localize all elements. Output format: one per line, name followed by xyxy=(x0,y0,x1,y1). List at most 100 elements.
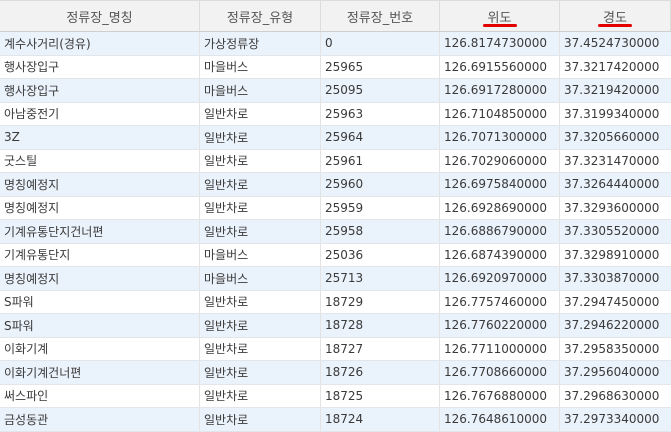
cell-stop-name: 이화기계건너편 xyxy=(0,361,200,384)
cell-latitude: 126.6917280000 xyxy=(440,79,560,102)
cell-stop-type: 일반차로 xyxy=(200,220,321,243)
column-header-stop-name[interactable]: 정류장_명칭 xyxy=(0,1,200,31)
table-row[interactable]: 이화기계 일반차로 18727 126.7711000000 37.2958350000 xyxy=(0,337,671,361)
cell-latitude: 126.6886790000 xyxy=(440,220,560,243)
cell-stop-name: 계수사거리(경유) xyxy=(0,32,200,55)
cell-latitude: 126.7104850000 xyxy=(440,102,560,125)
cell-stop-name: 행사장입구 xyxy=(0,79,200,102)
column-header-longitude[interactable]: 경도 xyxy=(560,1,671,31)
cell-stop-number: 25959 xyxy=(321,196,440,219)
cell-longitude: 37.4524730000 xyxy=(564,36,660,51)
cell-stop-number: 25958 xyxy=(321,220,440,243)
cell-longitude: 37.2968630000 xyxy=(564,388,660,403)
cell-latitude: 126.6915560000 xyxy=(440,55,560,78)
cell-stop-type: 마을버스 xyxy=(200,243,321,266)
table-row[interactable]: 기계유통단지 마을버스 25036 126.6874390000 37.32989100… xyxy=(0,243,671,267)
table-row[interactable]: 기계유통단지건너편 일반차로 25958 126.6886790000 37.33055… xyxy=(0,220,671,244)
cell-stop-type: 일반차로 xyxy=(200,149,321,172)
cell-latitude: 126.7071300000 xyxy=(440,126,560,149)
cell-stop-name: 아남중전기 xyxy=(0,102,200,125)
cell-stop-type: 마을버스 xyxy=(200,79,321,102)
cell-stop-type: 일반차로 xyxy=(200,361,321,384)
cell-longitude: 37.3305520000 xyxy=(564,224,660,239)
cell-stop-name: 굿스틸 xyxy=(0,149,200,172)
table-row[interactable]: 아남중전기 일반차로 25963 126.7104850000 37.319934000… xyxy=(0,102,671,126)
cell-stop-type: 일반차로 xyxy=(200,102,321,125)
cell-stop-name: 행사장입구 xyxy=(0,55,200,78)
column-header-latitude[interactable]: 위도 xyxy=(440,1,560,31)
red-underline-mark xyxy=(482,24,517,27)
table-row[interactable]: 행사장입구 마을버스 25965 126.6915560000 37.321742000… xyxy=(0,55,671,79)
cell-stop-name: S파워 xyxy=(0,314,200,337)
cell-longitude: 37.3293600000 xyxy=(564,200,660,215)
table-row[interactable]: 써스파인 일반차로 18725 126.7676880000 37.2968630000 xyxy=(0,384,671,408)
cell-latitude: 126.8174730000 xyxy=(440,32,560,55)
column-header-stop-number[interactable]: 정류장_번호 xyxy=(321,1,440,31)
table-row[interactable]: S파워 일반차로 18729 126.7757460000 37.2947450000 xyxy=(0,290,671,314)
cell-longitude: 37.3298910000 xyxy=(564,247,660,262)
cell-longitude: 37.2956040000 xyxy=(564,365,660,380)
cell-stop-type: 마을버스 xyxy=(200,55,321,78)
cell-latitude: 126.7708660000 xyxy=(440,361,560,384)
cell-latitude: 126.7711000000 xyxy=(440,337,560,360)
cell-stop-number: 25964 xyxy=(321,126,440,149)
cell-stop-name: 명칭예정지 xyxy=(0,196,200,219)
column-header-stop-type[interactable]: 정류장_유형 xyxy=(200,1,321,31)
cell-stop-name: 금성동관 xyxy=(0,408,200,431)
cell-stop-number: 0 xyxy=(321,32,440,55)
cell-longitude: 37.3231470000 xyxy=(564,153,660,168)
table-header: 정류장_명칭 정류장_유형 정류장_번호 위도 경도 xyxy=(0,0,671,32)
cell-stop-name: 기계유통단지건너편 xyxy=(0,220,200,243)
table-row[interactable]: 금성동관 일반차로 18724 126.7648610000 37.2973340000 xyxy=(0,408,671,432)
cell-stop-number: 25960 xyxy=(321,173,440,196)
cell-latitude: 126.7676880000 xyxy=(440,384,560,407)
column-header-label: 정류장_명칭 xyxy=(66,10,133,26)
cell-stop-number: 18728 xyxy=(321,314,440,337)
column-header-label: 경도 xyxy=(603,10,627,26)
cell-stop-number: 25713 xyxy=(321,267,440,290)
cell-longitude: 37.2973340000 xyxy=(564,412,660,427)
cell-longitude: 37.3217420000 xyxy=(564,59,660,74)
cell-stop-type: 일반차로 xyxy=(200,314,321,337)
red-underline-mark xyxy=(598,24,632,27)
cell-stop-number: 25963 xyxy=(321,102,440,125)
column-header-label: 위도 xyxy=(487,10,512,26)
cell-stop-type: 일반차로 xyxy=(200,384,321,407)
cell-stop-name: 3Z xyxy=(0,126,200,149)
cell-latitude: 126.6928690000 xyxy=(440,196,560,219)
cell-stop-name: 기계유통단지 xyxy=(0,243,200,266)
table-row[interactable]: S파워 일반차로 18728 126.7760220000 37.2946220000 xyxy=(0,314,671,338)
cell-stop-number: 18727 xyxy=(321,337,440,360)
cell-longitude: 37.3205660000 xyxy=(564,130,660,145)
cell-stop-type: 마을버스 xyxy=(200,267,321,290)
table-row[interactable]: 이화기계건너편 일반차로 18726 126.7708660000 37.2956040… xyxy=(0,361,671,385)
cell-stop-number: 18729 xyxy=(321,290,440,313)
cell-longitude: 37.3219420000 xyxy=(564,83,660,98)
cell-longitude: 37.2947450000 xyxy=(564,294,660,309)
cell-stop-type: 일반차로 xyxy=(200,173,321,196)
table-row[interactable]: 3Z 일반차로 25964 126.7071300000 37.3205660000 xyxy=(0,126,671,150)
table-row[interactable]: 명칭예정지 일반차로 25960 126.6975840000 37.326444000… xyxy=(0,173,671,197)
table-row[interactable]: 계수사거리(경유) 가상정류장 0 126.8174730000 37.45247300… xyxy=(0,32,671,56)
cell-longitude: 37.3199340000 xyxy=(564,106,660,121)
cell-latitude: 126.7757460000 xyxy=(440,290,560,313)
cell-stop-name: 이화기계 xyxy=(0,337,200,360)
cell-stop-type: 일반차로 xyxy=(200,196,321,219)
cell-stop-name: 써스파인 xyxy=(0,384,200,407)
cell-latitude: 126.6975840000 xyxy=(440,173,560,196)
table-row[interactable]: 명칭예정지 일반차로 25959 126.6928690000 37.329360000… xyxy=(0,196,671,220)
cell-stop-type: 일반차로 xyxy=(200,290,321,313)
cell-stop-number: 25965 xyxy=(321,55,440,78)
cell-stop-name: S파워 xyxy=(0,290,200,313)
cell-stop-name: 명칭예정지 xyxy=(0,267,200,290)
cell-longitude: 37.3264440000 xyxy=(564,177,660,192)
cell-stop-type: 일반차로 xyxy=(200,337,321,360)
table-row[interactable]: 굿스틸 일반차로 25961 126.7029060000 37.3231470000 xyxy=(0,149,671,173)
cell-stop-number: 25961 xyxy=(321,149,440,172)
column-header-label: 정류장_유형 xyxy=(226,10,294,26)
cell-stop-type: 가상정류장 xyxy=(200,32,321,55)
table-row[interactable]: 행사장입구 마을버스 25095 126.6917280000 37.321942000… xyxy=(0,79,671,103)
cell-latitude: 126.7029060000 xyxy=(440,149,560,172)
table-row[interactable]: 명칭예정지 마을버스 25713 126.6920970000 37.330387000… xyxy=(0,267,671,291)
